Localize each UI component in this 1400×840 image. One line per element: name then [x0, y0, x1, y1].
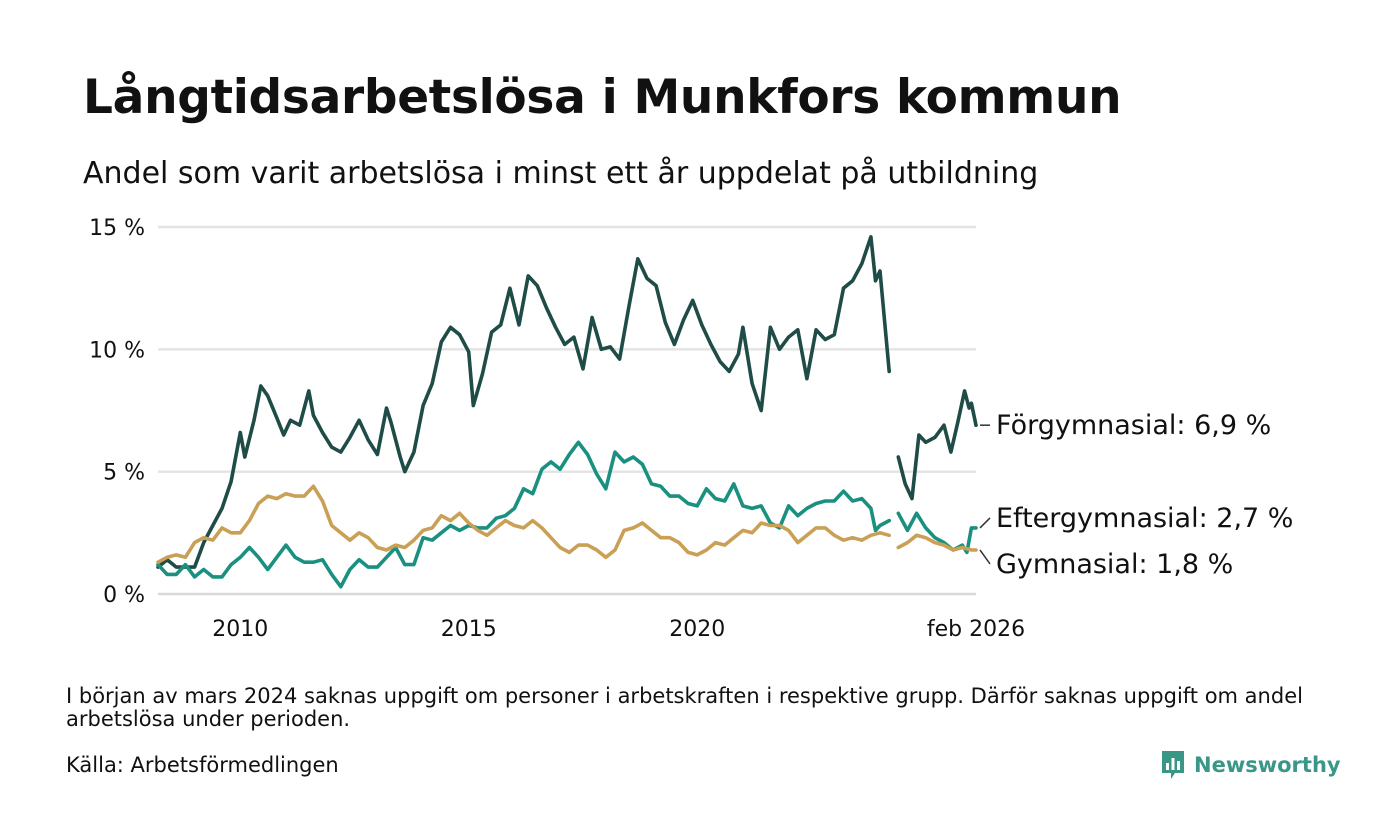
source-text: Källa: Arbetsförmedlingen [66, 753, 339, 777]
series-label-förgymnasial: Förgymnasial: 6,9 % [996, 410, 1271, 441]
line-chart: 0 % 5 % 10 % 15 % 2010 2015 2020 feb 2026 Förg… [89, 216, 1293, 642]
series-labels: Förgymnasial: 6,9 % Eftergymnasial: 2,7 %… [979, 410, 1293, 580]
x-tick-label: 2020 [669, 617, 725, 642]
gridlines [158, 225, 976, 596]
newsworthy-logo-icon [1162, 751, 1184, 779]
x-tick-label: 2015 [441, 617, 497, 642]
series-line-förgymnasial [156, 235, 978, 569]
x-tick-label: feb 2026 [927, 617, 1025, 642]
label-leader-gymnasial [979, 549, 991, 565]
series-line-gymnasial [156, 484, 978, 564]
x-tick-label: 2010 [212, 617, 268, 642]
chart-title: Långtidsarbetslösa i Munkfors kommun [83, 70, 1122, 125]
y-tick-label: 10 % [89, 338, 145, 363]
x-axis-ticks: 2010 2015 2020 feb 2026 [212, 617, 1025, 642]
chart-subtitle: Andel som varit arbetslösa i minst ett å… [83, 156, 1039, 191]
series-line-eftergymnasial [156, 440, 978, 589]
series-lines [156, 235, 978, 589]
y-tick-label: 0 % [103, 583, 145, 608]
y-tick-label: 15 % [89, 216, 145, 241]
series-label-eftergymnasial: Eftergymnasial: 2,7 % [996, 503, 1293, 534]
label-leader-eftergymnasial [979, 517, 991, 529]
series-label-gymnasial: Gymnasial: 1,8 % [996, 549, 1233, 580]
footnote: I början av mars 2024 saknas uppgift om … [66, 684, 1303, 731]
brand-name: Newsworthy [1194, 753, 1341, 777]
y-tick-label: 5 % [103, 461, 145, 486]
brand-logo[interactable]: Newsworthy [1160, 748, 1341, 782]
y-axis-ticks: 0 % 5 % 10 % 15 % [89, 216, 145, 608]
